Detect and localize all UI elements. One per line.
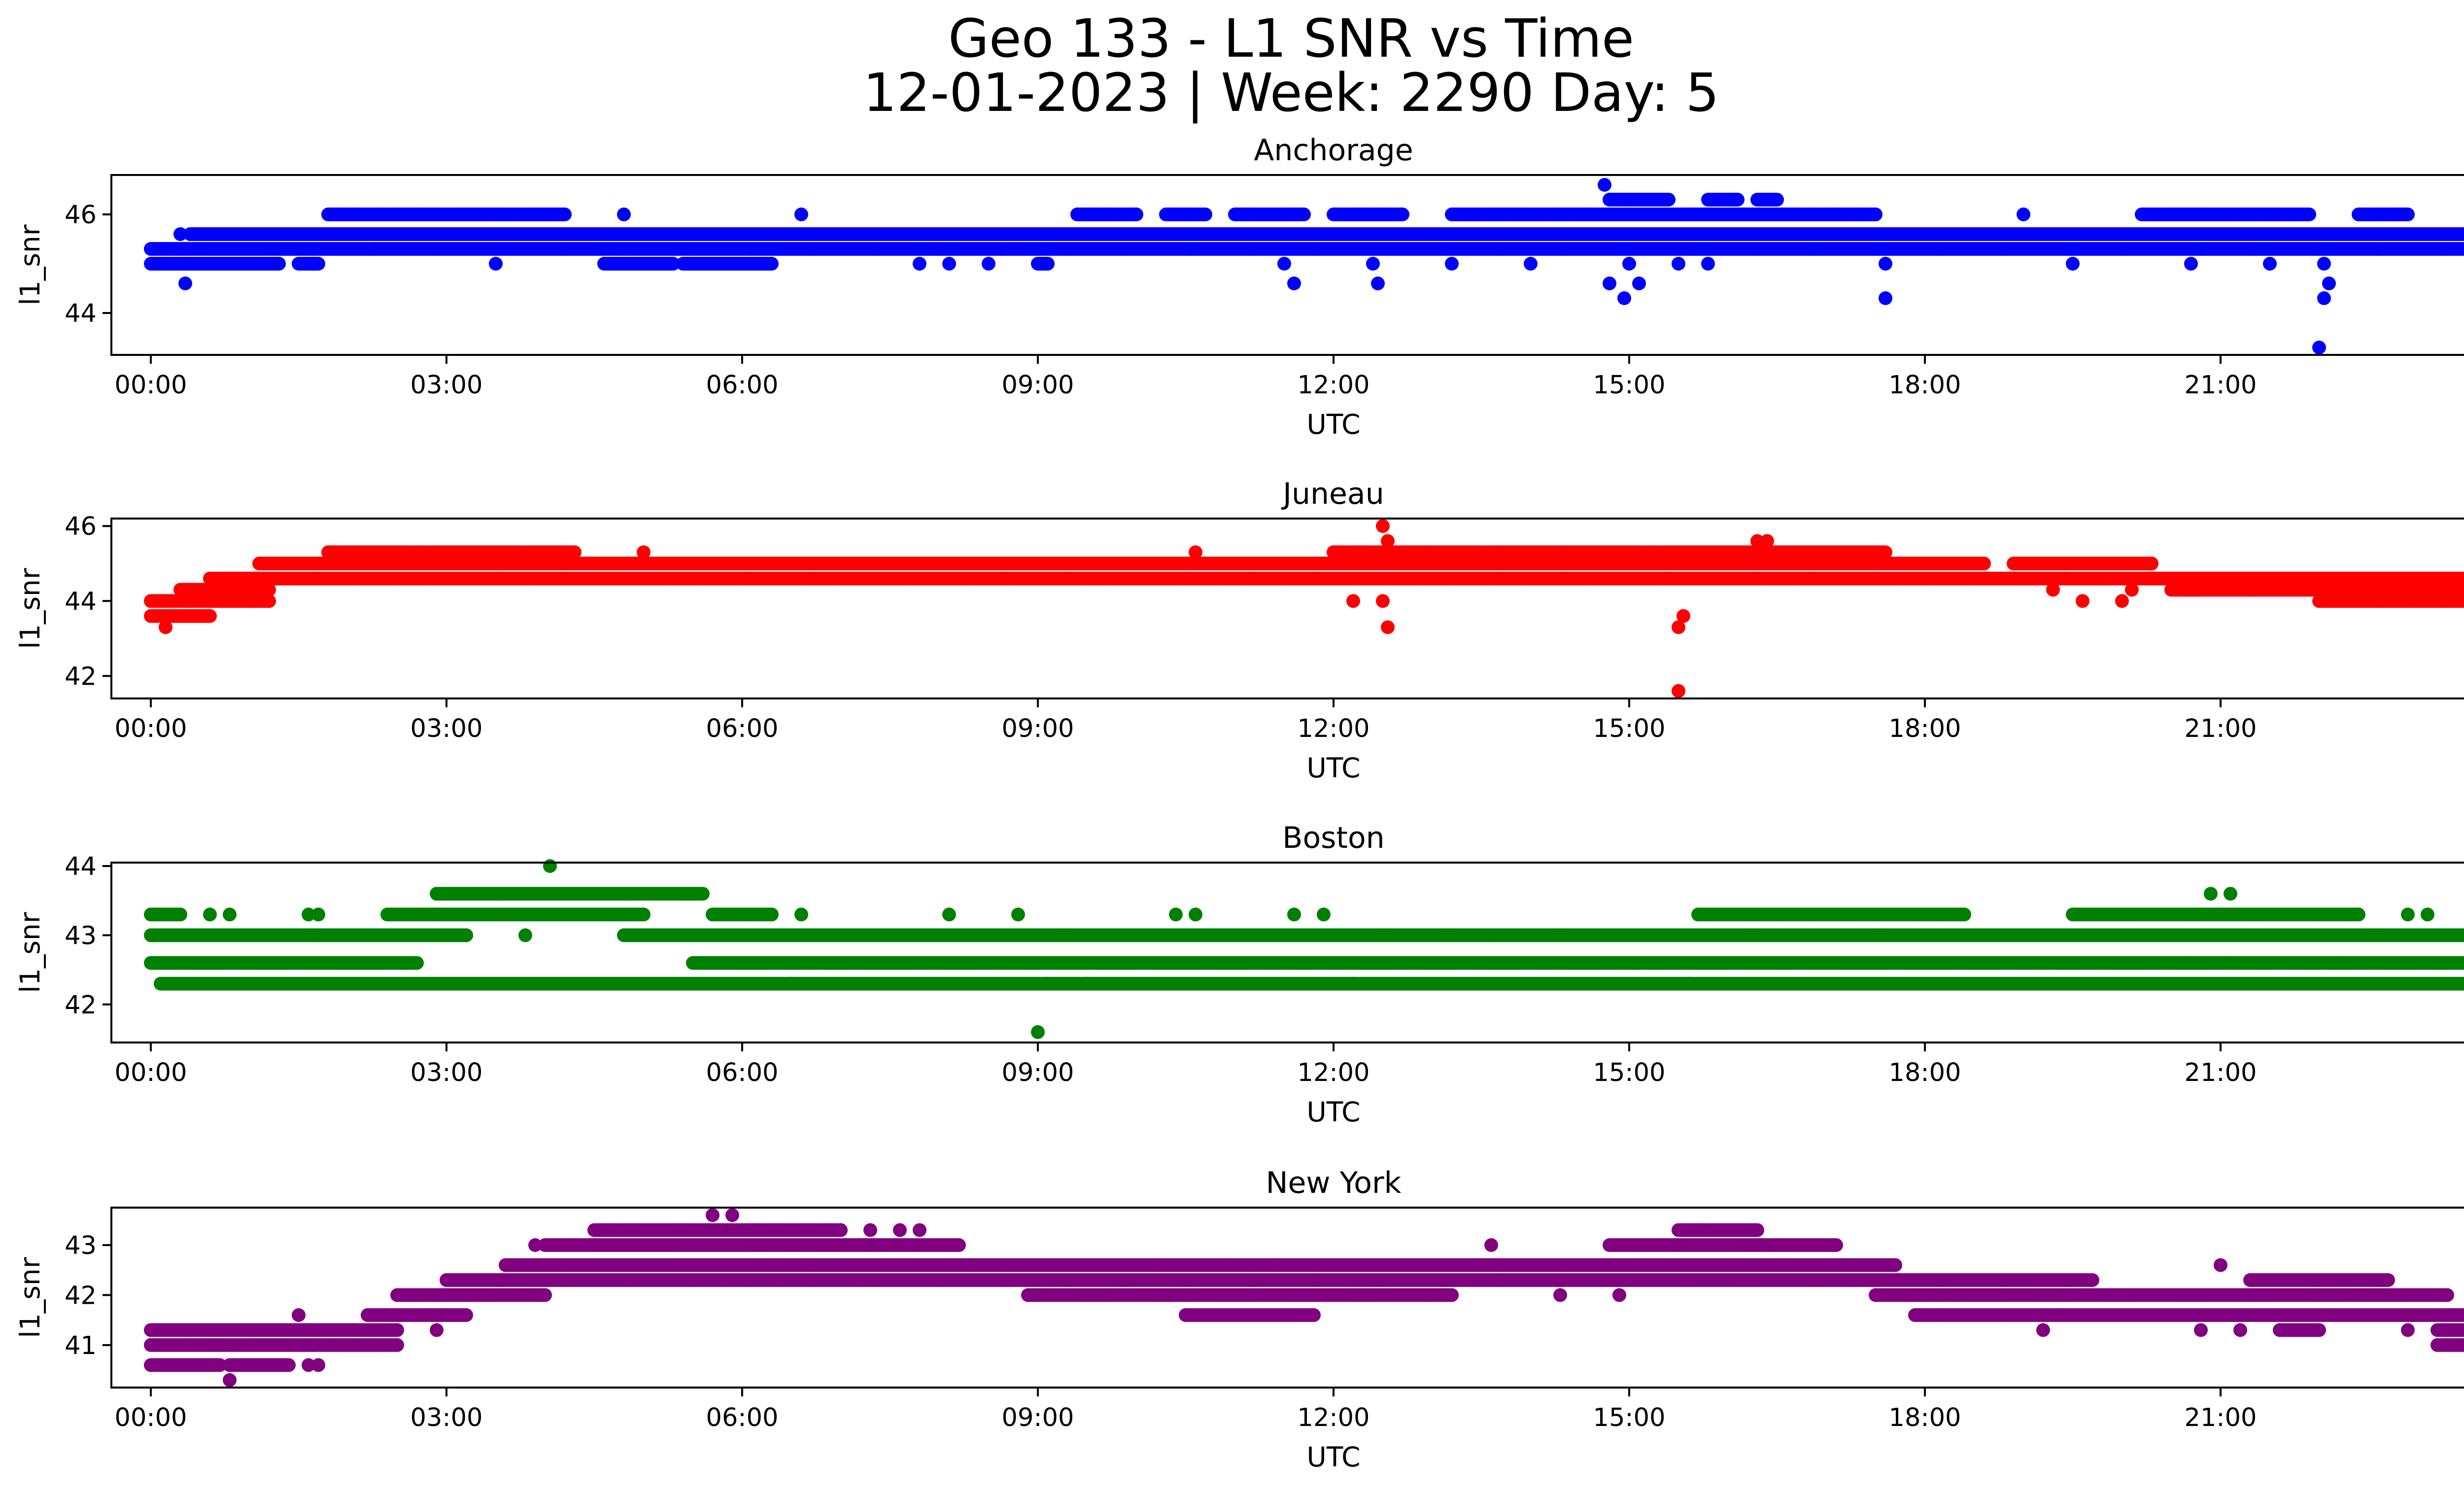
data-point bbox=[1632, 277, 1646, 290]
data-point bbox=[2322, 277, 2336, 290]
data-point bbox=[617, 208, 631, 221]
data-point bbox=[2317, 291, 2331, 305]
data-point bbox=[1445, 257, 1459, 271]
data-point bbox=[272, 257, 286, 271]
data-point bbox=[1869, 208, 1882, 221]
data-point bbox=[2184, 257, 2198, 271]
x-tick-label: 03:00 bbox=[411, 371, 483, 400]
data-point bbox=[2312, 341, 2326, 354]
data-point bbox=[1701, 257, 1715, 271]
figure-title-line1: Geo 133 - L1 SNR vs Time bbox=[948, 8, 1634, 70]
data-point bbox=[765, 257, 779, 271]
data-point bbox=[1879, 291, 1892, 305]
data-point bbox=[1287, 277, 1301, 290]
x-tick-label: 18:00 bbox=[1889, 371, 1961, 400]
data-point bbox=[1277, 257, 1291, 271]
subplot-title: Anchorage bbox=[1254, 133, 1413, 168]
data-point bbox=[913, 257, 926, 271]
data-point bbox=[666, 257, 680, 271]
data-point bbox=[173, 227, 187, 241]
data-point bbox=[1617, 291, 1631, 305]
data-point bbox=[1041, 257, 1055, 271]
subplots-container: Anchorage 00:00 03:00 06:00 09:00 12:00 15:00 1… bbox=[14, 133, 2464, 1473]
data-point bbox=[1129, 208, 1143, 221]
data-point bbox=[558, 208, 572, 221]
subplot-anchorage: Anchorage 00:00 03:00 06:00 09:00 12:00 15:00 1… bbox=[14, 133, 2464, 440]
y-axis-label: l1_snr bbox=[14, 224, 46, 305]
data-point bbox=[2317, 257, 2331, 271]
data-point bbox=[2066, 257, 2080, 271]
data-point bbox=[2302, 208, 2316, 221]
data-point bbox=[1198, 208, 1212, 221]
data-point bbox=[982, 257, 995, 271]
data-point bbox=[1366, 257, 1380, 271]
data-point bbox=[1731, 193, 1745, 207]
x-tick-label: 09:00 bbox=[1002, 371, 1074, 400]
data-point bbox=[311, 257, 325, 271]
x-tick-label: 06:00 bbox=[706, 371, 779, 400]
data-point bbox=[489, 257, 503, 271]
data-series-anchorage bbox=[144, 178, 2464, 354]
x-axis-label: UTC bbox=[1306, 409, 1360, 440]
y-tick-label: 44 bbox=[65, 299, 97, 328]
data-point bbox=[1524, 257, 1538, 271]
data-point bbox=[1672, 257, 1685, 271]
data-point bbox=[2401, 208, 2415, 221]
x-tick-label: 21:00 bbox=[2185, 371, 2257, 400]
data-point bbox=[1598, 178, 1611, 192]
data-point bbox=[2017, 208, 2030, 221]
data-point bbox=[1622, 257, 1636, 271]
x-tick-label: 12:00 bbox=[1298, 371, 1370, 400]
data-point bbox=[1662, 193, 1676, 207]
data-point bbox=[1879, 257, 1892, 271]
data-point bbox=[2194, 242, 2208, 256]
data-point bbox=[942, 257, 956, 271]
subplot-title: Juneau bbox=[1281, 477, 1384, 511]
figure-title-line2: 12-01-2023 | Week: 2290 Day: 5 bbox=[863, 63, 1719, 124]
x-tick-label: 15:00 bbox=[1593, 371, 1666, 400]
data-point bbox=[1297, 208, 1311, 221]
data-point bbox=[1371, 277, 1385, 290]
data-point bbox=[1396, 208, 1409, 221]
data-point bbox=[2462, 244, 2464, 254]
data-series-juneau bbox=[144, 519, 2464, 698]
data-point bbox=[2263, 257, 2277, 271]
data-point bbox=[1603, 277, 1616, 290]
data-point bbox=[1770, 193, 1784, 207]
data-point bbox=[794, 208, 808, 221]
data-point bbox=[178, 277, 192, 290]
x-tick-label: 00:00 bbox=[115, 371, 187, 400]
data-point bbox=[203, 609, 217, 623]
y-tick-label: 46 bbox=[65, 201, 97, 230]
